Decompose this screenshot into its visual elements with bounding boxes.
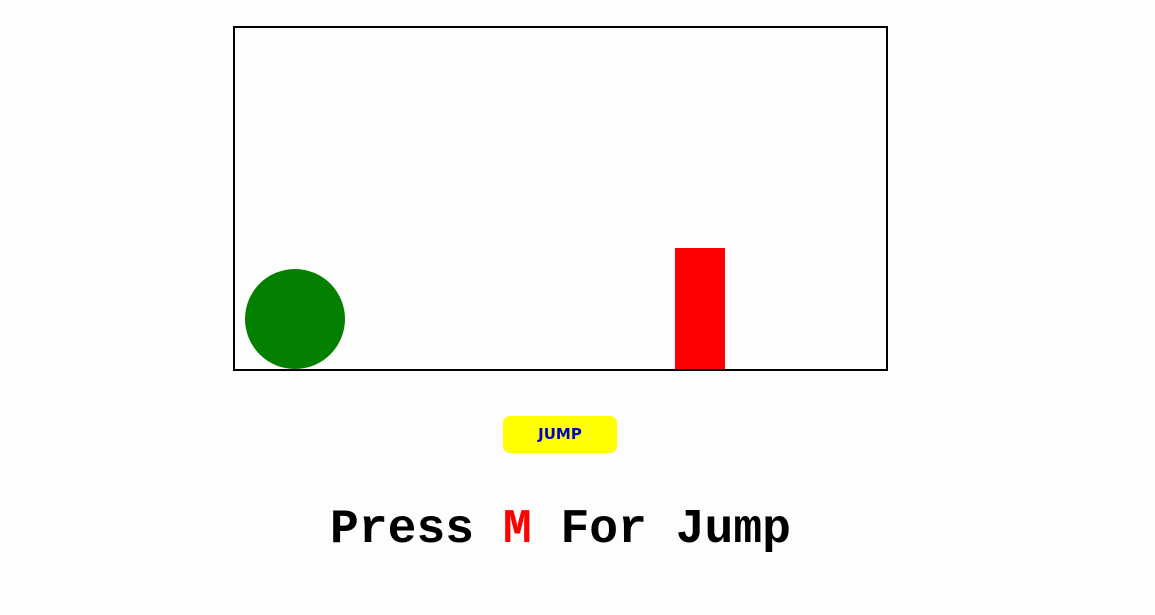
instruction-prefix: Press xyxy=(330,503,503,557)
game-canvas xyxy=(233,26,888,371)
jump-button[interactable]: JUMP xyxy=(503,416,617,453)
instruction-key: M xyxy=(502,503,532,557)
player-ball xyxy=(245,269,345,369)
instruction-text: Press M For Jump xyxy=(0,498,1121,562)
obstacle-block xyxy=(675,248,725,369)
instruction-suffix: For Jump xyxy=(531,503,791,557)
